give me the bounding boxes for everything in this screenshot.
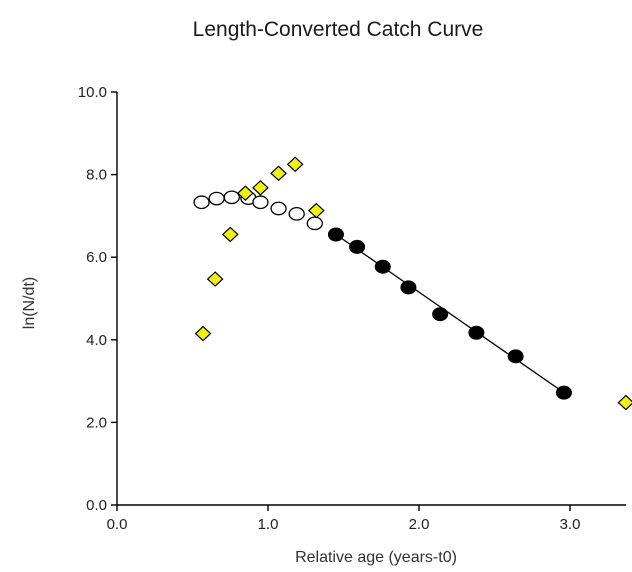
- diamond-point: [221, 226, 239, 243]
- filled-circle-point: [349, 239, 366, 254]
- y-tick-label: 8.0: [86, 167, 107, 184]
- y-tick-label: 0.0: [86, 497, 107, 514]
- x-tick-label: 0.0: [107, 516, 128, 533]
- y-tick-label: 6.0: [86, 249, 107, 266]
- filled-circle-point: [400, 280, 417, 295]
- filled-circle-point: [432, 307, 449, 322]
- filled-circle-point: [468, 325, 485, 340]
- open-circle-point: [208, 191, 225, 206]
- filled-circle-point: [374, 259, 391, 274]
- open-circle-point: [252, 195, 269, 210]
- x-tick-label: 1.0: [258, 516, 279, 533]
- filled-circle-point: [327, 227, 344, 242]
- open-circle-point: [306, 216, 323, 231]
- diamond-point: [307, 202, 325, 219]
- y-tick-label: 4.0: [86, 332, 107, 349]
- filled-circle-point: [555, 385, 572, 400]
- open-circle-point: [223, 190, 240, 205]
- diamond-point: [194, 325, 212, 342]
- open-circle-point: [193, 195, 210, 210]
- diamond-point: [206, 271, 224, 287]
- diamond-point: [617, 394, 632, 411]
- x-tick-label: 3.0: [560, 516, 581, 533]
- open-circle-point: [288, 206, 305, 221]
- diamond-point: [252, 179, 269, 196]
- open-circle-point: [270, 201, 287, 216]
- x-axis-label: Relative age (years-t0): [295, 549, 457, 566]
- filled-circle-point: [507, 349, 524, 364]
- diamond-point: [286, 156, 304, 173]
- x-tick-label: 2.0: [409, 516, 430, 533]
- y-tick-label: 10.0: [78, 84, 107, 101]
- plot-area: 0.0 2.0 4.0 6.0 8.0 10.0 0.0 1.0 2.0 3.0: [78, 84, 632, 533]
- diamond-point: [270, 165, 287, 182]
- y-tick-label: 2.0: [86, 414, 107, 431]
- chart-title: Length-Converted Catch Curve: [193, 18, 484, 41]
- regression-line: [335, 233, 565, 394]
- y-axis-label: ln(N/dt): [21, 277, 38, 329]
- diamond-point: [236, 185, 254, 202]
